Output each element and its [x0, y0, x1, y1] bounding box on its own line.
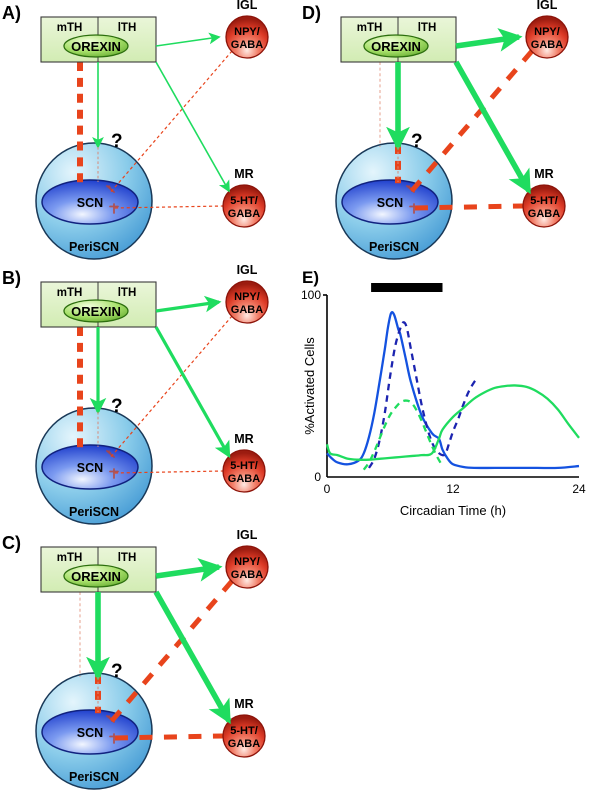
svg-text:0: 0 [314, 470, 321, 484]
svg-text:A): A) [2, 3, 21, 23]
svg-text:%Activated Cells: %Activated Cells [302, 337, 317, 435]
svg-text:GABA: GABA [228, 473, 260, 485]
svg-text:D): D) [302, 3, 321, 23]
svg-text:100: 100 [301, 288, 321, 302]
svg-text:SCN: SCN [377, 196, 403, 210]
svg-text:lTH: lTH [118, 287, 137, 299]
svg-text:NPY/: NPY/ [234, 26, 260, 38]
svg-text:OREXIN: OREXIN [71, 304, 121, 319]
svg-text:0: 0 [324, 482, 331, 496]
svg-text:PeriSCN: PeriSCN [69, 505, 119, 519]
svg-text:MR: MR [234, 697, 253, 711]
svg-text:GABA: GABA [531, 39, 563, 51]
svg-text:12: 12 [446, 482, 460, 496]
svg-text:?: ? [111, 131, 123, 152]
svg-text:MR: MR [234, 432, 253, 446]
svg-text:lTH: lTH [418, 22, 437, 34]
svg-text:mTH: mTH [357, 22, 383, 34]
svg-text:IGL: IGL [237, 530, 258, 542]
svg-text:mTH: mTH [57, 552, 83, 564]
svg-text:MR: MR [234, 167, 253, 181]
svg-text:PeriSCN: PeriSCN [369, 240, 419, 254]
svg-text:Circadian Time (h): Circadian Time (h) [400, 503, 506, 518]
svg-text:C): C) [2, 533, 21, 553]
svg-text:GABA: GABA [231, 304, 263, 316]
svg-text:IGL: IGL [237, 0, 258, 12]
svg-text:OREXIN: OREXIN [371, 39, 421, 54]
svg-text:NPY/: NPY/ [234, 556, 260, 568]
svg-text:GABA: GABA [231, 39, 263, 51]
svg-text:GABA: GABA [231, 569, 263, 581]
svg-text:E): E) [302, 268, 319, 287]
svg-text:5-HT/: 5-HT/ [230, 460, 258, 472]
svg-text:lTH: lTH [118, 22, 137, 34]
svg-text:lTH: lTH [118, 552, 137, 564]
svg-text:?: ? [111, 396, 123, 417]
svg-text:SCN: SCN [77, 461, 103, 475]
svg-text:5-HT/: 5-HT/ [230, 195, 258, 207]
svg-text:mTH: mTH [57, 287, 83, 299]
svg-text:MR: MR [534, 167, 553, 181]
svg-text:?: ? [111, 661, 123, 682]
svg-text:OREXIN: OREXIN [71, 569, 121, 584]
svg-text:24: 24 [572, 482, 586, 496]
svg-text:OREXIN: OREXIN [71, 39, 121, 54]
svg-text:GABA: GABA [528, 208, 560, 220]
svg-text:B): B) [2, 268, 21, 288]
svg-text:PeriSCN: PeriSCN [69, 240, 119, 254]
svg-text:?: ? [411, 131, 423, 152]
svg-text:GABA: GABA [228, 738, 260, 750]
svg-text:IGL: IGL [537, 0, 558, 12]
svg-text:5-HT/: 5-HT/ [230, 725, 258, 737]
svg-text:GABA: GABA [228, 208, 260, 220]
svg-text:NPY/: NPY/ [234, 291, 260, 303]
svg-text:SCN: SCN [77, 726, 103, 740]
svg-text:mTH: mTH [57, 22, 83, 34]
svg-text:IGL: IGL [237, 265, 258, 277]
svg-text:PeriSCN: PeriSCN [69, 770, 119, 784]
svg-text:5-HT/: 5-HT/ [530, 195, 558, 207]
svg-text:SCN: SCN [77, 196, 103, 210]
svg-text:NPY/: NPY/ [534, 26, 560, 38]
